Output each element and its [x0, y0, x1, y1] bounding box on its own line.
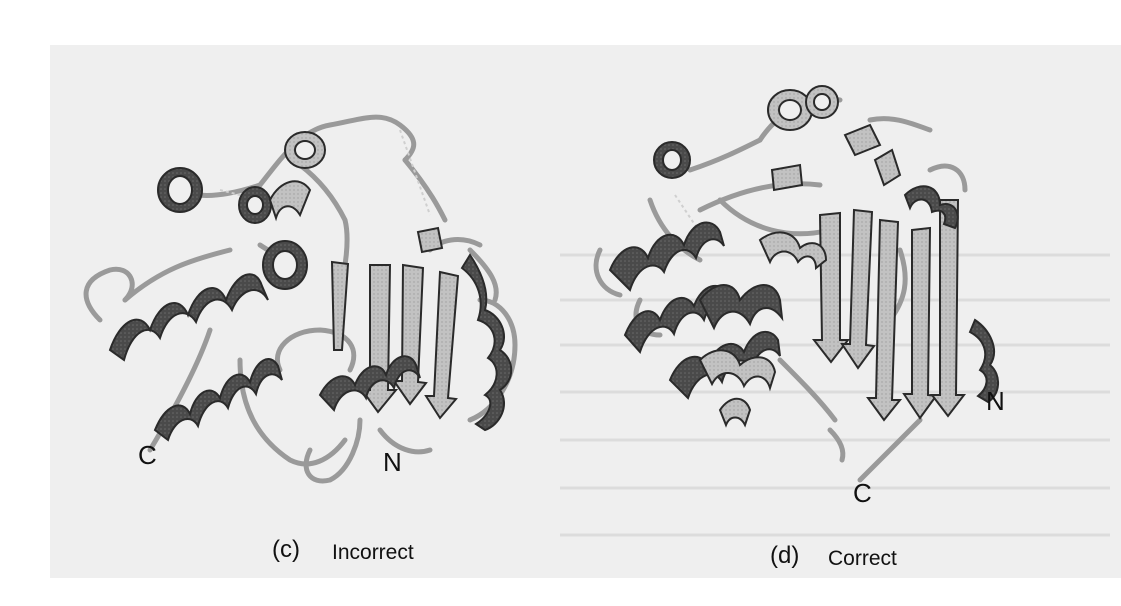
- c-terminus-label-correct: C: [853, 478, 872, 508]
- scan-background: [50, 45, 1121, 578]
- alpha-helices-incorrect: [108, 131, 513, 442]
- panel-c-caption: Incorrect: [332, 541, 414, 564]
- protein-ribbon-incorrect: [83, 114, 518, 484]
- panel-c-tag: (c): [272, 536, 300, 563]
- panel-d-caption: Correct: [828, 547, 897, 570]
- n-terminus-label-correct: N: [986, 386, 1005, 416]
- disordered-segments-incorrect: [219, 129, 431, 216]
- beta-sheet-correct: [770, 123, 967, 422]
- c-terminus-label-incorrect: C: [138, 440, 157, 470]
- panel-d-tag: (d): [770, 542, 800, 569]
- alpha-helices-correct: [608, 85, 999, 428]
- protein-ribbon-correct: [593, 85, 999, 483]
- n-terminus-label-incorrect: N: [383, 447, 402, 477]
